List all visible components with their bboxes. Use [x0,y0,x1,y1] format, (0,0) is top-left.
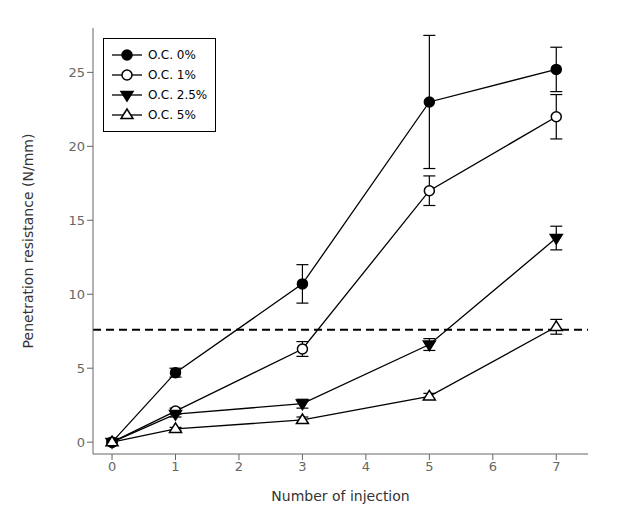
svg-text:7: 7 [552,459,560,474]
svg-text:1: 1 [171,459,179,474]
svg-text:Number of injection: Number of injection [271,488,409,504]
svg-text:Penetration resistance (N/mm): Penetration resistance (N/mm) [20,134,36,349]
svg-text:6: 6 [489,459,497,474]
svg-text:25: 25 [68,65,85,80]
svg-text:0: 0 [108,459,116,474]
svg-text:5: 5 [425,459,433,474]
svg-text:0: 0 [77,435,85,450]
svg-text:15: 15 [68,213,85,228]
svg-text:3: 3 [298,459,306,474]
svg-text:20: 20 [68,139,85,154]
svg-text:5: 5 [77,361,85,376]
svg-text:2: 2 [235,459,243,474]
html-text:O.C. 1%: O.C. 1% [148,68,196,82]
html-text:O.C. 0%: O.C. 0% [148,48,196,62]
svg-text:4: 4 [362,459,370,474]
html-text:O.C. 2.5%: O.C. 2.5% [148,88,208,102]
svg-text:10: 10 [68,287,85,302]
html-text:O.C. 5%: O.C. 5% [148,108,196,122]
